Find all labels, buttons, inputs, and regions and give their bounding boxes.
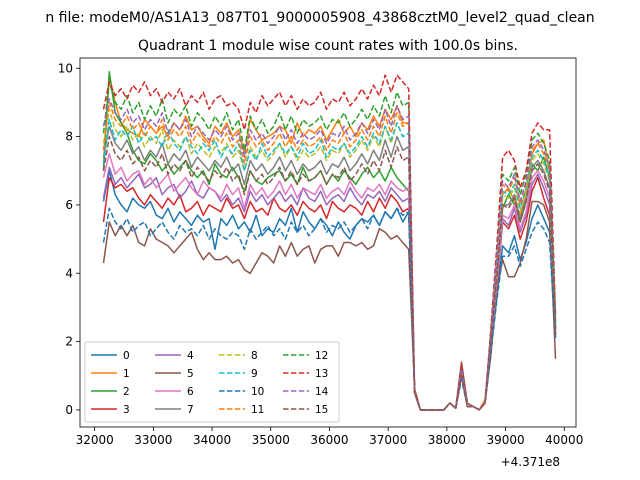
y-tick-label-6: 6: [65, 198, 73, 212]
legend-label-5: 5: [187, 368, 194, 380]
x-tick-label-39000: 39000: [486, 433, 524, 447]
x-offset-label: +4.371e8: [501, 455, 560, 469]
axes-frame: [79, 57, 577, 428]
y-tick-label-4: 4: [65, 266, 73, 280]
series-line-14: [102, 98, 557, 411]
x-tick-label-36000: 36000: [310, 433, 348, 447]
chart-title: Quadrant 1 module wise count rates with …: [138, 38, 518, 54]
legend-label-14: 14: [315, 386, 329, 398]
x-tick-label-33000: 33000: [134, 433, 172, 447]
x-tick-label-38000: 38000: [428, 433, 466, 447]
legend-label-2: 2: [123, 386, 130, 398]
x-tick-label-34000: 34000: [193, 433, 231, 447]
y-tick-label-8: 8: [65, 130, 73, 144]
x-tick-label-32000: 32000: [76, 433, 114, 447]
legend-frame: [84, 341, 340, 423]
legend-label-8: 8: [251, 350, 258, 362]
figure-suptitle: n file: modeM0/AS1A13_087T01_9000005908_…: [45, 10, 594, 26]
legend-label-11: 11: [251, 404, 264, 416]
y-tick-label-10: 10: [58, 61, 73, 75]
legend-label-6: 6: [187, 386, 194, 398]
legend-label-1: 1: [123, 368, 130, 380]
legend-label-15: 15: [315, 404, 328, 416]
legend-label-9: 9: [251, 368, 258, 380]
y-tick-label-2: 2: [65, 335, 73, 349]
legend-label-0: 0: [123, 350, 130, 362]
series-group: [102, 70, 557, 411]
x-tick-label-40000: 40000: [545, 433, 583, 447]
legend-label-7: 7: [187, 404, 194, 416]
x-tick-label-37000: 37000: [369, 433, 407, 447]
plot-area: 32000 33000 34000 35000 36000 37000 38000 39000…: [58, 57, 583, 447]
y-tick-label-0: 0: [65, 403, 73, 417]
legend-label-12: 12: [315, 350, 328, 362]
legend-label-10: 10: [251, 386, 264, 398]
legend-label-13: 13: [315, 368, 328, 380]
legend-label-3: 3: [123, 404, 130, 416]
x-tick-label-35000: 35000: [252, 433, 290, 447]
legend-label-4: 4: [187, 350, 194, 362]
